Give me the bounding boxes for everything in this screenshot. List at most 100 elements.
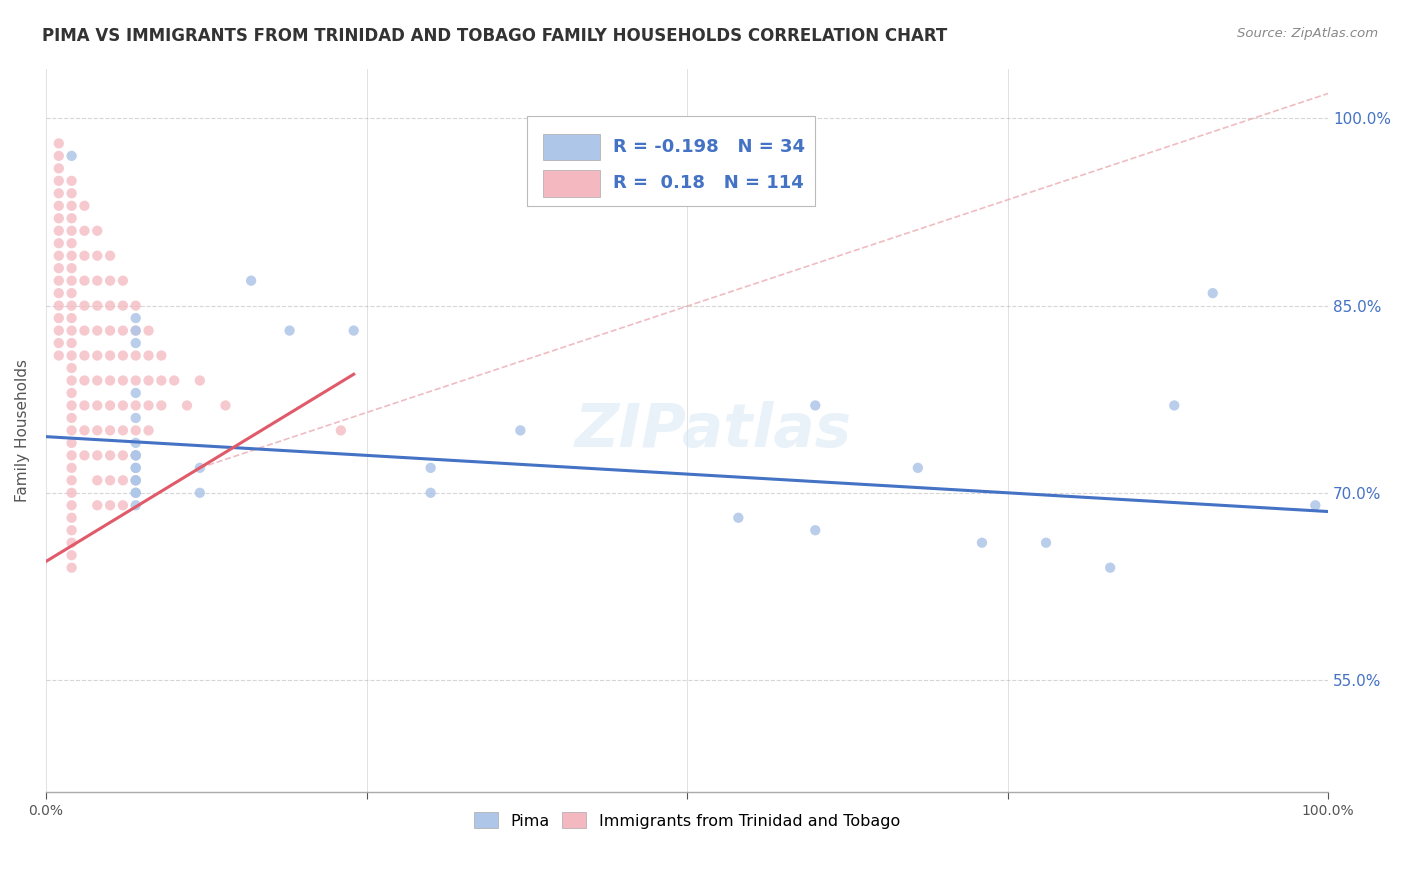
Point	[111, 424, 134, 438]
Point	[60, 560, 83, 574]
Point	[73, 224, 96, 238]
Point	[48, 149, 70, 163]
Point	[86, 349, 108, 363]
FancyBboxPatch shape	[544, 134, 600, 161]
Point	[60, 449, 83, 463]
Point	[60, 399, 83, 413]
Point	[98, 249, 121, 263]
Point	[86, 449, 108, 463]
Point	[86, 249, 108, 263]
Point	[73, 449, 96, 463]
Point	[125, 449, 148, 463]
Point	[125, 411, 148, 425]
Point	[60, 249, 83, 263]
Point	[48, 161, 70, 176]
Point	[1163, 399, 1185, 413]
Text: PIMA VS IMMIGRANTS FROM TRINIDAD AND TOBAGO FAMILY HOUSEHOLDS CORRELATION CHART: PIMA VS IMMIGRANTS FROM TRINIDAD AND TOB…	[42, 27, 948, 45]
Point	[111, 299, 134, 313]
Point	[60, 349, 83, 363]
Point	[48, 299, 70, 313]
Point	[73, 399, 96, 413]
Point	[125, 436, 148, 450]
Point	[73, 374, 96, 388]
Point	[48, 174, 70, 188]
Point	[48, 211, 70, 226]
Point	[98, 424, 121, 438]
Point	[188, 460, 211, 475]
Point	[278, 324, 301, 338]
Point	[48, 349, 70, 363]
Point	[214, 399, 236, 413]
FancyBboxPatch shape	[527, 116, 815, 206]
Point	[48, 136, 70, 151]
Point	[60, 174, 83, 188]
Point	[125, 349, 148, 363]
Point	[125, 299, 148, 313]
Point	[111, 449, 134, 463]
Point	[343, 324, 366, 338]
Point	[73, 274, 96, 288]
Point	[111, 374, 134, 388]
Point	[60, 199, 83, 213]
Point	[48, 311, 70, 326]
Point	[60, 149, 83, 163]
Point	[60, 424, 83, 438]
Point	[60, 324, 83, 338]
Point	[125, 449, 148, 463]
Point	[86, 274, 108, 288]
Point	[98, 274, 121, 288]
Point	[86, 224, 108, 238]
Point	[60, 374, 83, 388]
Point	[60, 299, 83, 313]
Point	[138, 424, 160, 438]
Point	[48, 336, 70, 351]
Point	[125, 473, 148, 487]
Point	[48, 261, 70, 276]
Point	[98, 324, 121, 338]
Point	[125, 460, 148, 475]
Point	[48, 224, 70, 238]
Point	[329, 424, 352, 438]
FancyBboxPatch shape	[544, 169, 600, 196]
Point	[125, 324, 148, 338]
Point	[419, 485, 441, 500]
Point	[509, 424, 531, 438]
Point	[907, 460, 929, 475]
Point	[60, 523, 83, 537]
Point	[73, 349, 96, 363]
Point	[60, 286, 83, 301]
Point	[60, 548, 83, 562]
Point	[125, 424, 148, 438]
Point	[125, 336, 148, 351]
Point	[60, 436, 83, 450]
Point	[804, 523, 827, 537]
Point	[73, 199, 96, 213]
Point	[98, 498, 121, 512]
Text: R = -0.198   N = 34: R = -0.198 N = 34	[613, 137, 804, 156]
Point	[60, 211, 83, 226]
Point	[48, 324, 70, 338]
Point	[150, 374, 173, 388]
Point	[125, 485, 148, 500]
Point	[138, 399, 160, 413]
Point	[86, 473, 108, 487]
Point	[60, 460, 83, 475]
Point	[125, 485, 148, 500]
Point	[188, 485, 211, 500]
Point	[98, 299, 121, 313]
Point	[60, 411, 83, 425]
Text: Source: ZipAtlas.com: Source: ZipAtlas.com	[1237, 27, 1378, 40]
Point	[60, 224, 83, 238]
Point	[125, 311, 148, 326]
Point	[86, 399, 108, 413]
Point	[1035, 535, 1057, 549]
Point	[163, 374, 186, 388]
Point	[150, 399, 173, 413]
Point	[98, 449, 121, 463]
Point	[60, 274, 83, 288]
Point	[138, 349, 160, 363]
Point	[86, 498, 108, 512]
Point	[1202, 286, 1225, 301]
Point	[48, 199, 70, 213]
Point	[138, 324, 160, 338]
